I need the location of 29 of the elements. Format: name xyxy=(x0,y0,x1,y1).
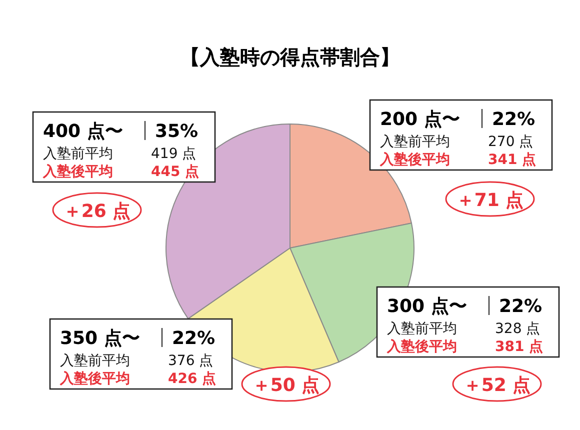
data-label: 22% xyxy=(172,328,216,349)
data-label: 35% xyxy=(155,121,198,142)
text: ＋52 点 xyxy=(463,375,531,396)
text: 381 点 xyxy=(495,339,544,355)
text: 入塾後平均 xyxy=(386,338,457,355)
data-label: 22% xyxy=(492,109,536,130)
text: ＋26 点 xyxy=(63,201,131,222)
text: 270 点 xyxy=(488,134,534,150)
text: 426 点 xyxy=(168,371,216,387)
slice-label: 400 点〜 xyxy=(43,121,123,142)
data-label: 22% xyxy=(499,296,542,317)
text: 入塾後平均 xyxy=(379,151,450,168)
chart-title: 【入塾時の得点帯割合】 xyxy=(180,45,400,69)
text: 445 点 xyxy=(151,164,200,180)
text: 341 点 xyxy=(488,152,536,168)
text: ＋71 点 xyxy=(456,190,524,211)
text: 入塾前平均 xyxy=(387,321,457,337)
text: 入塾後平均 xyxy=(42,163,113,180)
text: 419 点 xyxy=(151,146,196,162)
text: 376 点 xyxy=(168,353,214,369)
text: 入塾前平均 xyxy=(380,134,450,150)
text: 入塾後平均 xyxy=(59,370,130,387)
slice-label: 350 点〜 xyxy=(60,328,140,349)
text: 入塾前平均 xyxy=(60,353,130,369)
text: 入塾前平均 xyxy=(43,146,113,162)
slice-label: 300 点〜 xyxy=(387,296,467,317)
slice-label: 200 点〜 xyxy=(380,109,460,130)
text: 328 点 xyxy=(495,321,540,337)
text: ＋50 点 xyxy=(252,375,320,396)
